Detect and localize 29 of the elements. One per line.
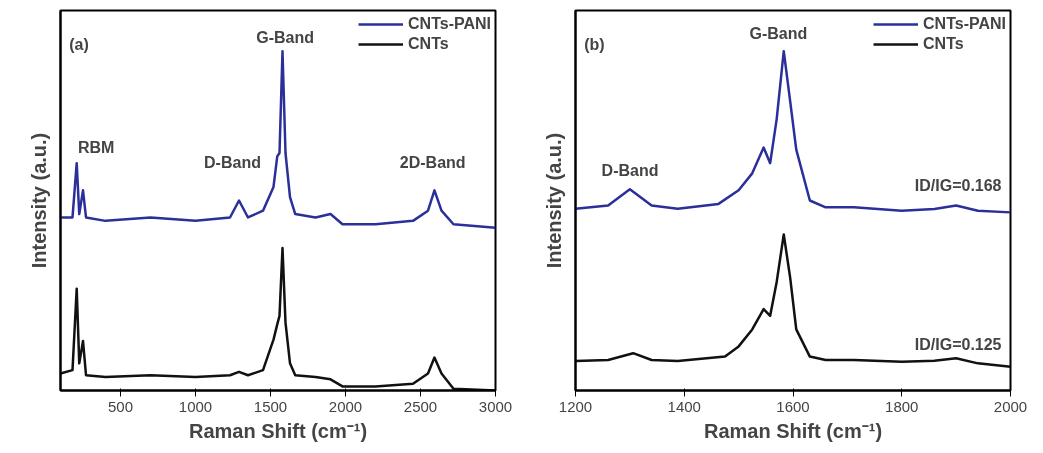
- x-tick-label: 1400: [667, 397, 701, 415]
- y-axis-title: Intensity (a.u.): [542, 132, 565, 269]
- annotation: ID/IG=0.125: [914, 336, 1002, 354]
- x-axis-title: Raman Shift (cm⁻¹): [188, 419, 368, 442]
- annotation: (b): [584, 36, 605, 54]
- annotation: (a): [69, 36, 89, 54]
- annotation: D-Band: [601, 161, 659, 179]
- annotation: D-Band: [204, 153, 261, 171]
- x-tick-label: 500: [107, 397, 134, 415]
- x-tick-label: 2000: [993, 397, 1028, 415]
- x-tick-label: 2500: [403, 397, 438, 415]
- x-axis-title: Raman Shift (cm⁻¹): [703, 419, 883, 442]
- x-tick-label: 1600: [776, 397, 810, 415]
- x-tick-label: 1000: [178, 397, 213, 415]
- x-tick-label: 2000: [328, 397, 363, 415]
- x-tick-label: 1500: [253, 397, 288, 415]
- text: G-Band: [256, 28, 315, 46]
- annotation: ID/IG=0.168: [914, 176, 1002, 194]
- annotation: RBM: [77, 138, 115, 156]
- x-tick-label: 3000: [478, 397, 513, 415]
- legend-label: CNTs: [408, 35, 449, 53]
- y-axis-title: Intensity (a.u.): [27, 132, 50, 269]
- x-tick-label: 1200: [558, 397, 593, 415]
- annotation: 2D-Band: [399, 153, 466, 171]
- legend-label: CNTs-PANI: [923, 15, 1006, 33]
- x-tick-label: 1800: [885, 397, 919, 415]
- legend-label: CNTs: [923, 35, 964, 53]
- text: G-Band: [749, 24, 808, 42]
- legend-label: CNTs-PANI: [408, 15, 491, 33]
